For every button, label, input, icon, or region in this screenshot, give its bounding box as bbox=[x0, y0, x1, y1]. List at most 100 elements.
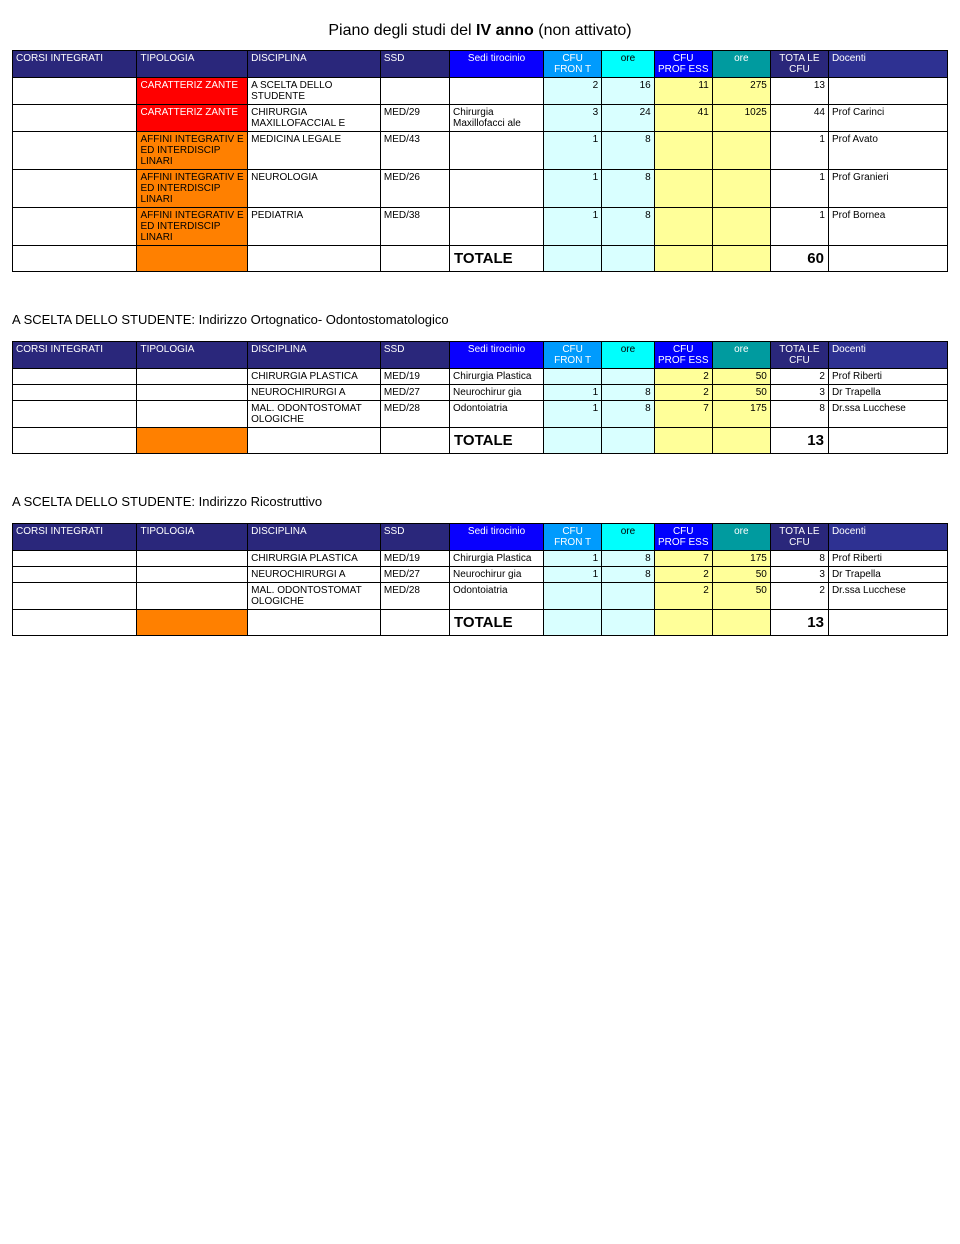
cell-corsi bbox=[13, 170, 137, 208]
cell-doc: Dr.ssa Lucchese bbox=[828, 583, 947, 610]
cell-tot: 3 bbox=[770, 567, 828, 583]
cell-ore1: 24 bbox=[602, 105, 655, 132]
cell-cfup: 7 bbox=[654, 401, 712, 428]
cell-ssd: MED/43 bbox=[380, 132, 449, 170]
cell-tipo bbox=[137, 551, 248, 567]
cell-cfuf: 1 bbox=[544, 132, 602, 170]
cell-doc: Dr Trapella bbox=[828, 385, 947, 401]
header-cell: ore bbox=[712, 342, 770, 369]
cell-blank bbox=[380, 610, 449, 636]
table-row: CARATTERIZ ZANTE CHIRURGIA MAXILLOFACCIA… bbox=[13, 105, 948, 132]
cell-blank bbox=[248, 610, 381, 636]
cell-blank bbox=[544, 610, 602, 636]
cell-ore1: 8 bbox=[602, 208, 655, 246]
cell-sedi: Odontoiatria bbox=[450, 401, 544, 428]
cell-ore1 bbox=[602, 369, 655, 385]
cell-blank bbox=[544, 428, 602, 454]
cell-blank bbox=[828, 428, 947, 454]
cell-ssd: MED/38 bbox=[380, 208, 449, 246]
cell-ore2: 50 bbox=[712, 567, 770, 583]
cell-sedi: Chirurgia Plastica bbox=[450, 369, 544, 385]
total-value: 13 bbox=[770, 428, 828, 454]
cell-cfup: 2 bbox=[654, 583, 712, 610]
cell-tipo: CARATTERIZ ZANTE bbox=[137, 78, 248, 105]
section-title: A SCELTA DELLO STUDENTE: Indirizzo Ortog… bbox=[12, 312, 948, 327]
cell-blank bbox=[380, 428, 449, 454]
cell-tipo: AFFINI INTEGRATIV E ED INTERDISCIP LINAR… bbox=[137, 208, 248, 246]
cell-blank bbox=[248, 246, 381, 272]
cell-doc: Prof Bornea bbox=[828, 208, 947, 246]
page-title: Piano degli studi del IV anno (non attiv… bbox=[12, 22, 948, 40]
cell-corsi bbox=[13, 583, 137, 610]
cell-ore1 bbox=[602, 583, 655, 610]
cell-ore2 bbox=[712, 208, 770, 246]
cell-tipo: AFFINI INTEGRATIV E ED INTERDISCIP LINAR… bbox=[137, 170, 248, 208]
table-row: MAL. ODONTOSTOMAT OLOGICHE MED/28 Odonto… bbox=[13, 401, 948, 428]
cell-disc: PEDIATRIA bbox=[248, 208, 381, 246]
study-plan-table: CORSI INTEGRATITIPOLOGIADISCIPLINASSDSed… bbox=[12, 341, 948, 454]
header-cell: SSD bbox=[380, 524, 449, 551]
table-row: AFFINI INTEGRATIV E ED INTERDISCIP LINAR… bbox=[13, 170, 948, 208]
cell-doc bbox=[828, 78, 947, 105]
header-cell: Sedi tirocinio bbox=[450, 342, 544, 369]
cell-sedi: Odontoiatria bbox=[450, 583, 544, 610]
cell-tipo-blank bbox=[137, 428, 248, 454]
total-label: TOTALE bbox=[450, 428, 544, 454]
table-row: AFFINI INTEGRATIV E ED INTERDISCIP LINAR… bbox=[13, 208, 948, 246]
header-cell: SSD bbox=[380, 342, 449, 369]
cell-sedi: Neurochirur gia bbox=[450, 567, 544, 583]
header-cell: Docenti bbox=[828, 342, 947, 369]
header-cell: Docenti bbox=[828, 51, 947, 78]
cell-tipo bbox=[137, 401, 248, 428]
cell-sedi: Chirurgia Plastica bbox=[450, 551, 544, 567]
cell-ore2: 275 bbox=[712, 78, 770, 105]
total-label: TOTALE bbox=[450, 610, 544, 636]
cell-blank bbox=[712, 428, 770, 454]
cell-cfuf: 1 bbox=[544, 170, 602, 208]
header-cell: ore bbox=[602, 524, 655, 551]
cell-blank bbox=[544, 246, 602, 272]
table-row: MAL. ODONTOSTOMAT OLOGICHE MED/28 Odonto… bbox=[13, 583, 948, 610]
header-cell: DISCIPLINA bbox=[248, 51, 381, 78]
cell-cfuf bbox=[544, 583, 602, 610]
cell-corsi bbox=[13, 132, 137, 170]
cell-cfuf: 1 bbox=[544, 385, 602, 401]
cell-blank bbox=[654, 428, 712, 454]
total-row: TOTALE 13 bbox=[13, 428, 948, 454]
cell-disc: MAL. ODONTOSTOMAT OLOGICHE bbox=[248, 583, 381, 610]
header-cell: CORSI INTEGRATI bbox=[13, 342, 137, 369]
cell-doc: Prof Granieri bbox=[828, 170, 947, 208]
cell-tot: 44 bbox=[770, 105, 828, 132]
cell-disc: MAL. ODONTOSTOMAT OLOGICHE bbox=[248, 401, 381, 428]
cell-ore2: 175 bbox=[712, 401, 770, 428]
cell-ore2: 175 bbox=[712, 551, 770, 567]
cell-tipo: AFFINI INTEGRATIV E ED INTERDISCIP LINAR… bbox=[137, 132, 248, 170]
total-value: 13 bbox=[770, 610, 828, 636]
header-cell: CFU FRON T bbox=[544, 524, 602, 551]
cell-disc: A SCELTA DELLO STUDENTE bbox=[248, 78, 381, 105]
cell-disc: CHIRURGIA PLASTICA bbox=[248, 551, 381, 567]
section-title: A SCELTA DELLO STUDENTE: Indirizzo Ricos… bbox=[12, 494, 948, 509]
cell-ore2 bbox=[712, 170, 770, 208]
cell-ssd: MED/29 bbox=[380, 105, 449, 132]
table-row: NEUROCHIRURGI A MED/27 Neurochirur gia 1… bbox=[13, 567, 948, 583]
cell-tot: 2 bbox=[770, 369, 828, 385]
cell-tot: 8 bbox=[770, 551, 828, 567]
header-cell: CFU FRON T bbox=[544, 342, 602, 369]
table-row: AFFINI INTEGRATIV E ED INTERDISCIP LINAR… bbox=[13, 132, 948, 170]
cell-tot: 8 bbox=[770, 401, 828, 428]
title-bold: IV anno bbox=[476, 22, 534, 39]
header-cell: CORSI INTEGRATI bbox=[13, 51, 137, 78]
header-cell: DISCIPLINA bbox=[248, 342, 381, 369]
cell-cfuf: 1 bbox=[544, 567, 602, 583]
cell-ssd: MED/19 bbox=[380, 369, 449, 385]
table-row: NEUROCHIRURGI A MED/27 Neurochirur gia 1… bbox=[13, 385, 948, 401]
cell-cfuf: 1 bbox=[544, 401, 602, 428]
cell-tipo bbox=[137, 385, 248, 401]
cell-cfuf: 2 bbox=[544, 78, 602, 105]
cell-blank bbox=[13, 610, 137, 636]
cell-ore1: 8 bbox=[602, 385, 655, 401]
cell-ssd: MED/28 bbox=[380, 401, 449, 428]
header-cell: CFU PROF ESS bbox=[654, 524, 712, 551]
cell-blank bbox=[654, 610, 712, 636]
